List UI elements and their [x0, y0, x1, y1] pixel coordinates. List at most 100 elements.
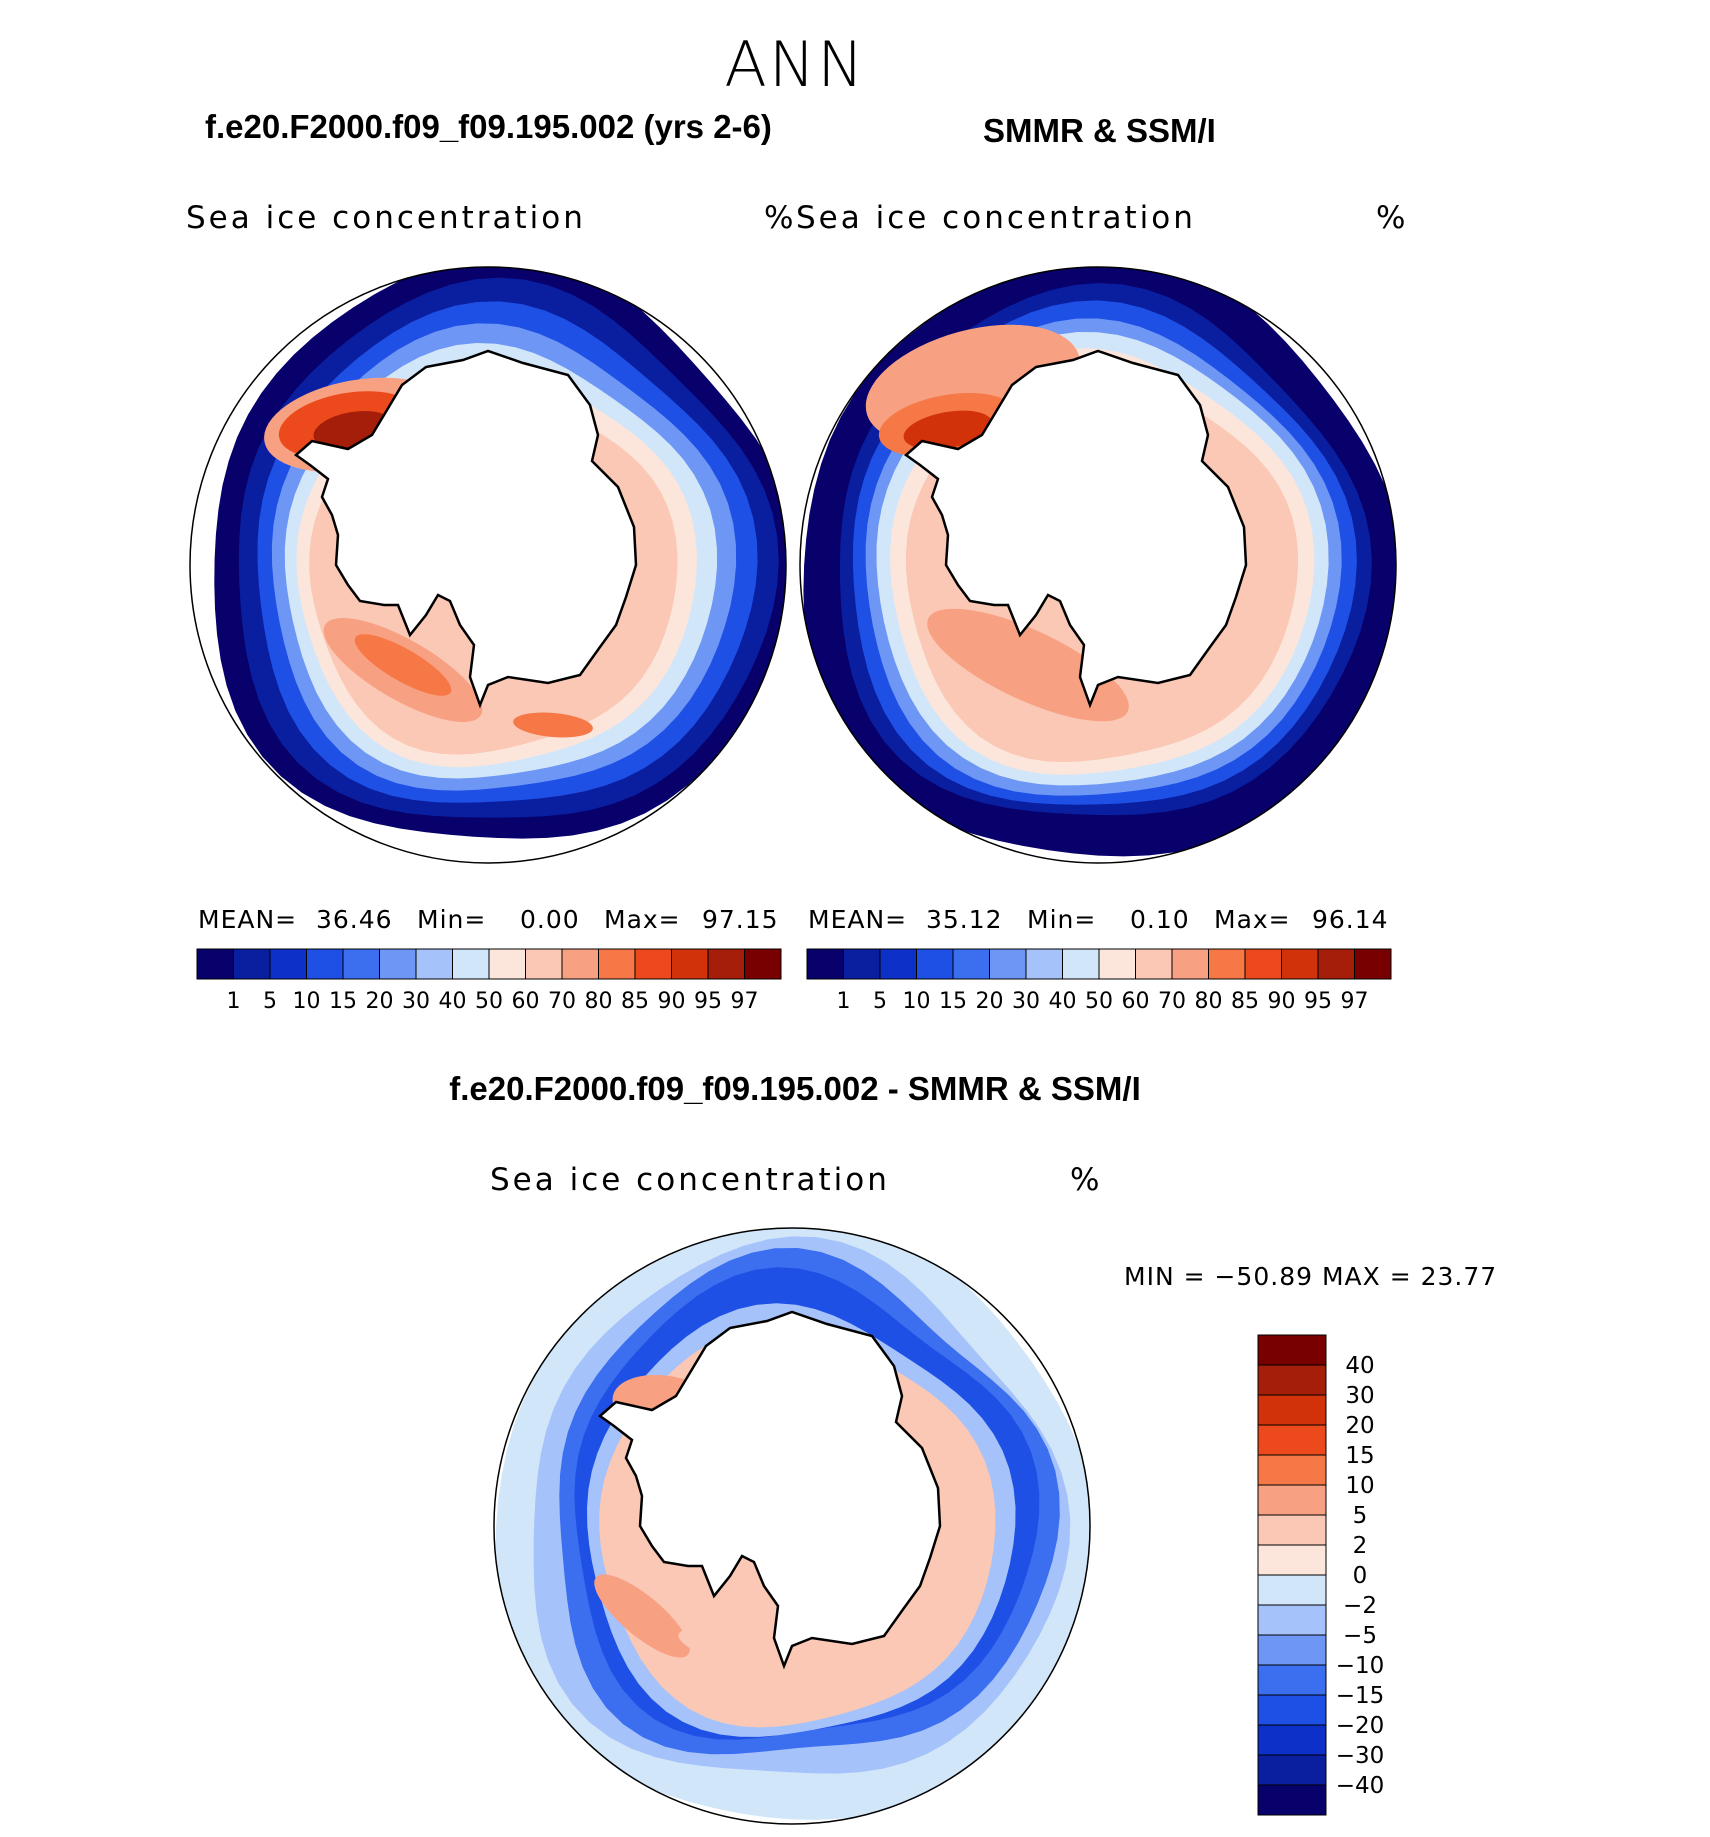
- colorbar-swatch: [598, 948, 636, 980]
- colorbar-swatch: [1257, 1604, 1327, 1636]
- colorbar-swatch: [561, 948, 599, 980]
- colorbar-swatch: [379, 948, 417, 980]
- colorbar-swatch: [634, 948, 672, 980]
- season-title: ANN: [724, 28, 866, 101]
- antarctica-coastline: [903, 349, 1248, 709]
- colorbar-swatch: [1257, 1424, 1327, 1456]
- colorbar-tick-label: 10: [1345, 1473, 1374, 1499]
- colorbar-swatch: [488, 948, 526, 980]
- colorbar-tick-label: 15: [939, 989, 967, 1014]
- model-panel-title: f.e20.F2000.f09_f09.195.002 (yrs 2-6): [205, 108, 772, 145]
- model-sea-ice-map: [188, 265, 788, 869]
- colorbar-tick-label: 0: [1353, 1563, 1368, 1589]
- obs-max-value: 96.14: [1312, 905, 1389, 934]
- colorbar-tick-label: 2: [1353, 1533, 1368, 1559]
- colorbar-swatch: [1257, 1484, 1327, 1516]
- ice-contour: [927, 608, 1129, 722]
- colorbar-swatch: [1354, 948, 1392, 980]
- colorbar-tick-label: 60: [512, 989, 540, 1014]
- colorbar-tick-label: 97: [731, 989, 759, 1014]
- obs-units-label: %: [1376, 200, 1409, 236]
- diff-panel-title: f.e20.F2000.f09_f09.195.002 - SMMR & SSM…: [449, 1070, 1141, 1107]
- obs-min-value: 0.10: [1130, 905, 1190, 934]
- colorbar-swatch: [879, 948, 917, 980]
- colorbar-swatch: [1257, 1724, 1327, 1756]
- colorbar-tick-label: −20: [1336, 1713, 1385, 1739]
- colorbar-tick-label: −2: [1343, 1593, 1377, 1619]
- antarctica-coastline: [597, 1310, 942, 1670]
- colorbar-swatch: [1317, 948, 1355, 980]
- colorbar-swatch: [916, 948, 954, 980]
- colorbar-tick-label: 20: [1345, 1413, 1374, 1439]
- colorbar-tick-label: −40: [1336, 1773, 1385, 1799]
- colorbar-tick-label: 1: [837, 989, 851, 1014]
- colorbar-tick-label: 40: [439, 989, 467, 1014]
- ice-contour: [594, 1574, 690, 1658]
- colorbar-swatch: [306, 948, 344, 980]
- colorbar-tick-label: 95: [1304, 989, 1332, 1014]
- colorbar-tick-label: 30: [402, 989, 430, 1014]
- colorbar-tick-label: 70: [1158, 989, 1186, 1014]
- ice-contour: [903, 410, 993, 450]
- colorbar-tick-label: −30: [1336, 1743, 1385, 1769]
- colorbar-tick-label: 5: [873, 989, 887, 1014]
- colorbar-tick-label: 40: [1049, 989, 1077, 1014]
- colorbar-tick-label: 20: [366, 989, 394, 1014]
- ice-contour: [678, 1628, 766, 1664]
- colorbar-tick-label: 30: [1012, 989, 1040, 1014]
- colorbar-tick-label: 15: [329, 989, 357, 1014]
- colorbar-swatch: [1257, 1514, 1327, 1546]
- diff-field-label: Sea ice concentration: [490, 1162, 890, 1198]
- antarctica-coastline: [293, 349, 638, 709]
- ice-contour: [513, 712, 593, 738]
- colorbar-swatch: [989, 948, 1027, 980]
- colorbar-tick-label: 70: [548, 989, 576, 1014]
- model-units-label: %: [764, 200, 797, 236]
- colorbar-swatch: [1257, 1754, 1327, 1786]
- colorbar-swatch: [1171, 948, 1209, 980]
- colorbar-swatch: [1257, 1544, 1327, 1576]
- ice-contour: [354, 634, 452, 696]
- colorbar-tick-label: −5: [1343, 1623, 1377, 1649]
- colorbar-swatch: [269, 948, 307, 980]
- colorbar-tick-label: 90: [1268, 989, 1296, 1014]
- colorbar-swatch: [1257, 1364, 1327, 1396]
- colorbar-tick-label: 80: [1195, 989, 1223, 1014]
- colorbar-swatch: [1257, 1574, 1327, 1606]
- colorbar-tick-label: 50: [1085, 989, 1113, 1014]
- colorbar-swatch: [744, 948, 782, 980]
- colorbar-tick-label: 10: [293, 989, 321, 1014]
- colorbar-swatch: [1281, 948, 1319, 980]
- colorbar-tick-label: 95: [694, 989, 722, 1014]
- colorbar-swatch: [415, 948, 453, 980]
- model-min-value: 0.00: [520, 905, 580, 934]
- map-boundary: [189, 266, 787, 864]
- diff-minmax-text: MIN = −50.89 MAX = 23.77: [1124, 1262, 1498, 1291]
- map-diff: [493, 1227, 1091, 1825]
- colorbar-swatch: [1135, 948, 1173, 980]
- diff-sea-ice-map: [492, 1226, 1092, 1830]
- colorbar-swatch: [233, 948, 271, 980]
- model-max-value: 97.15: [702, 905, 779, 934]
- model-field-label: Sea ice concentration: [186, 200, 586, 236]
- colorbar-tick-label: 85: [621, 989, 649, 1014]
- colorbar-swatch: [196, 948, 234, 980]
- model-mean-label: MEAN=: [198, 905, 298, 934]
- colorbar-swatch: [1257, 1334, 1327, 1366]
- colorbar-swatch: [671, 948, 709, 980]
- colorbar-swatch: [1098, 948, 1136, 980]
- colorbar-tick-label: 50: [475, 989, 503, 1014]
- colorbar-swatch: [1025, 948, 1063, 980]
- colorbar-swatch: [1244, 948, 1282, 980]
- colorbar-tick-label: 20: [976, 989, 1004, 1014]
- colorbar-tick-label: 97: [1341, 989, 1369, 1014]
- map-boundary: [493, 1227, 1091, 1825]
- map-obs: [799, 266, 1397, 864]
- colorbar-tick-label: −10: [1336, 1653, 1385, 1679]
- colorbar-swatch: [707, 948, 745, 980]
- colorbar-swatch: [1208, 948, 1246, 980]
- colorbar-tick-label: 30: [1345, 1383, 1374, 1409]
- model-colorbar: 1 5 10 15 20 30 40 50 60 70 80 85 90 95 97: [196, 948, 782, 1014]
- map-model: [189, 266, 787, 864]
- model-mean-value: 36.46: [316, 905, 393, 934]
